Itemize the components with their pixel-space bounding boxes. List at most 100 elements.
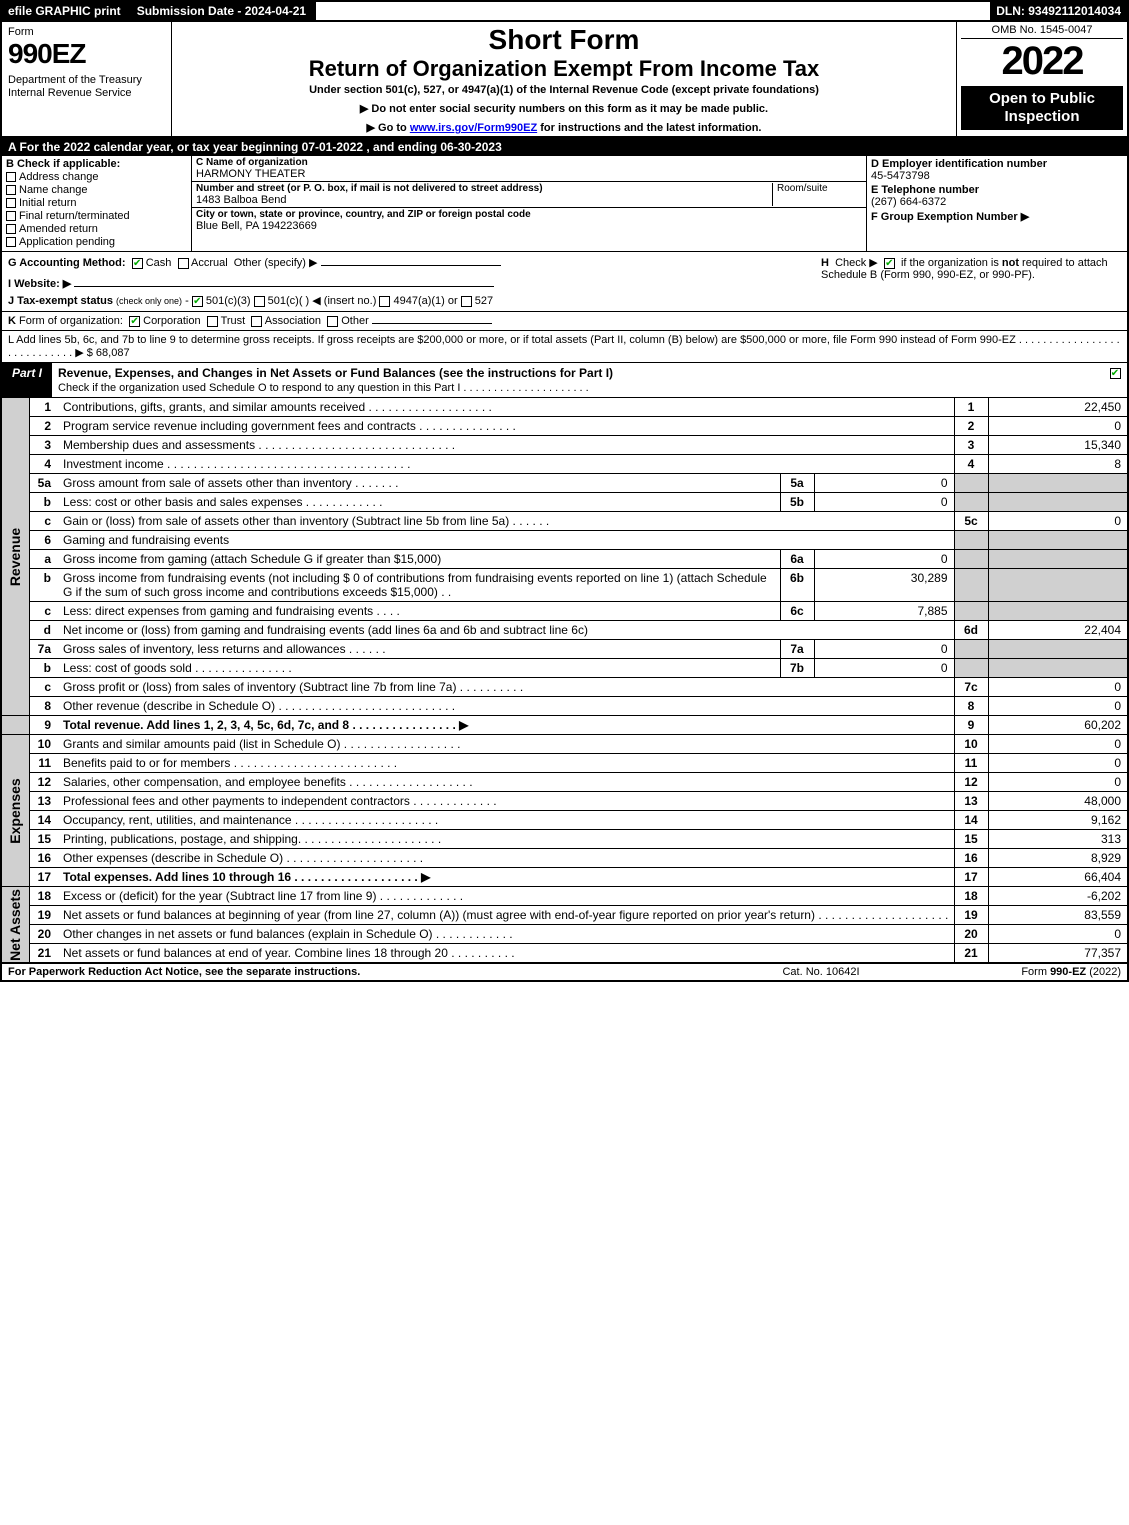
org-name: HARMONY THEATER <box>196 168 862 180</box>
top-bar: efile GRAPHIC print Submission Date - 20… <box>0 0 1129 22</box>
l4-amt: 8 <box>988 455 1128 474</box>
cb-name-change[interactable]: Name change <box>6 184 187 196</box>
part-i-title: Revenue, Expenses, and Changes in Net As… <box>52 363 1103 397</box>
cb-application-pending[interactable]: Application pending <box>6 236 187 248</box>
chk-trust[interactable] <box>207 316 218 327</box>
l5a-desc: Gross amount from sale of assets other t… <box>59 474 780 493</box>
f-group-label: F Group Exemption Number ▶ <box>871 210 1123 223</box>
chk-accrual[interactable] <box>178 258 189 269</box>
l7b-gap2 <box>988 659 1128 678</box>
ident-block: B Check if applicable: Address change Na… <box>0 156 1129 252</box>
l2-amt: 0 <box>988 417 1128 436</box>
form-id-block: Form 990EZ Department of the Treasury In… <box>2 22 172 136</box>
l15-box: 15 <box>954 830 988 849</box>
l14-num: 14 <box>29 811 59 830</box>
l21-box: 21 <box>954 944 988 963</box>
l13-box: 13 <box>954 792 988 811</box>
l6-gap <box>954 531 988 550</box>
l7b-sb: 7b <box>780 659 814 678</box>
omb-block: OMB No. 1545-0047 2022 Open to Public In… <box>957 22 1127 136</box>
l4-desc: Investment income . . . . . . . . . . . … <box>59 455 954 474</box>
l10-amt: 0 <box>988 735 1128 754</box>
l7b-gap <box>954 659 988 678</box>
l6b-sb: 6b <box>780 569 814 602</box>
org-street: 1483 Balboa Bend <box>196 194 772 206</box>
l7a-num: 7a <box>29 640 59 659</box>
chk-schedule-b[interactable] <box>884 258 895 269</box>
l6d-box: 6d <box>954 621 988 640</box>
omb-number: OMB No. 1545-0047 <box>961 24 1123 39</box>
b-header: B Check if applicable: <box>6 158 187 170</box>
l6a-gap2 <box>988 550 1128 569</box>
l14-box: 14 <box>954 811 988 830</box>
l15-desc: Printing, publications, postage, and shi… <box>59 830 954 849</box>
cb-initial-return[interactable]: Initial return <box>6 197 187 209</box>
l18-box: 18 <box>954 887 988 906</box>
part-i-tag: Part I <box>2 363 52 397</box>
l3-amt: 15,340 <box>988 436 1128 455</box>
l5b-sb: 5b <box>780 493 814 512</box>
l3-num: 3 <box>29 436 59 455</box>
chk-assoc[interactable] <box>251 316 262 327</box>
chk-527[interactable] <box>461 296 472 307</box>
chk-cash[interactable] <box>132 258 143 269</box>
l7b-samt: 0 <box>814 659 954 678</box>
l10-num: 10 <box>29 735 59 754</box>
chk-corp[interactable] <box>129 316 140 327</box>
l8-box: 8 <box>954 697 988 716</box>
l12-num: 12 <box>29 773 59 792</box>
cb-final-return[interactable]: Final return/terminated <box>6 210 187 222</box>
l6a-num: a <box>29 550 59 569</box>
l11-desc: Benefits paid to or for members . . . . … <box>59 754 954 773</box>
l16-amt: 8,929 <box>988 849 1128 868</box>
cb-address-change[interactable]: Address change <box>6 171 187 183</box>
l11-num: 11 <box>29 754 59 773</box>
l18-amt: -6,202 <box>988 887 1128 906</box>
l6b-gap2 <box>988 569 1128 602</box>
l18-desc: Excess or (deficit) for the year (Subtra… <box>59 887 954 906</box>
l17-desc: Total expenses. Add lines 10 through 16 … <box>59 868 954 887</box>
l12-desc: Salaries, other compensation, and employ… <box>59 773 954 792</box>
irs-link[interactable]: www.irs.gov/Form990EZ <box>410 122 537 134</box>
go-pre: ▶ Go to <box>367 122 410 134</box>
l5a-sb: 5a <box>780 474 814 493</box>
l11-amt: 0 <box>988 754 1128 773</box>
l6a-sb: 6a <box>780 550 814 569</box>
open-inspection: Open to Public Inspection <box>961 86 1123 130</box>
cash-label: Cash <box>146 257 172 269</box>
chk-501c3[interactable] <box>192 296 203 307</box>
l6c-gap2 <box>988 602 1128 621</box>
section-gh: G Accounting Method: Cash Accrual Other … <box>0 252 1129 312</box>
l20-amt: 0 <box>988 925 1128 944</box>
l7b-desc: Less: cost of goods sold . . . . . . . .… <box>59 659 780 678</box>
chk-501c[interactable] <box>254 296 265 307</box>
section-l: L Add lines 5b, 6c, and 7b to line 9 to … <box>0 331 1129 363</box>
l9-amt: 60,202 <box>988 716 1128 735</box>
form-header: Form 990EZ Department of the Treasury In… <box>0 22 1129 138</box>
accrual-label: Accrual <box>191 257 228 269</box>
l7b-num: b <box>29 659 59 678</box>
l21-desc: Net assets or fund balances at end of ye… <box>59 944 954 963</box>
form-number: 990EZ <box>8 38 165 70</box>
l6c-desc: Less: direct expenses from gaming and fu… <box>59 602 780 621</box>
go-to: ▶ Go to www.irs.gov/Form990EZ for instru… <box>178 121 950 134</box>
l12-amt: 0 <box>988 773 1128 792</box>
rev-end <box>1 716 29 735</box>
l6-desc: Gaming and fundraising events <box>59 531 954 550</box>
chk-4947[interactable] <box>379 296 390 307</box>
l20-box: 20 <box>954 925 988 944</box>
l1-num: 1 <box>29 398 59 417</box>
l5b-num: b <box>29 493 59 512</box>
org-city: Blue Bell, PA 194223669 <box>196 220 862 232</box>
l14-amt: 9,162 <box>988 811 1128 830</box>
part-i-check[interactable] <box>1103 363 1127 397</box>
e-tel-label: E Telephone number <box>871 184 1123 196</box>
l6d-desc: Net income or (loss) from gaming and fun… <box>59 621 954 640</box>
chk-other-org[interactable] <box>327 316 338 327</box>
cb-amended-return[interactable]: Amended return <box>6 223 187 235</box>
l18-num: 18 <box>29 887 59 906</box>
l6c-num: c <box>29 602 59 621</box>
l10-box: 10 <box>954 735 988 754</box>
ssn-note: ▶ Do not enter social security numbers o… <box>178 102 950 115</box>
efile-label[interactable]: efile GRAPHIC print <box>2 2 129 20</box>
